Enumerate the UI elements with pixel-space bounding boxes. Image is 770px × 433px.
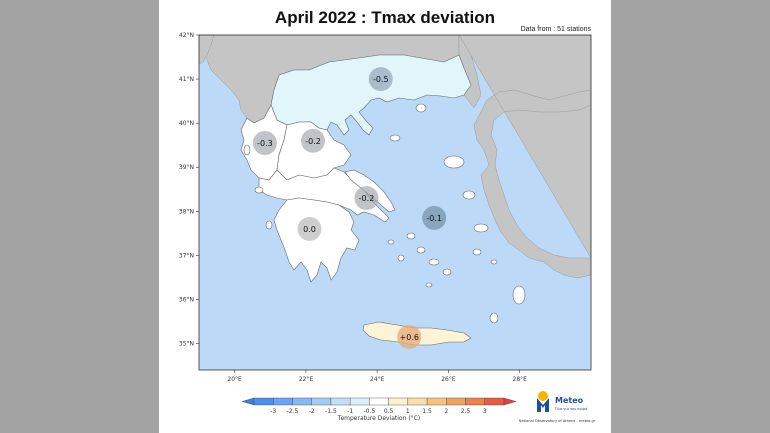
colorbar-swatch (426, 397, 447, 406)
colorbar-swatch (484, 397, 505, 406)
deviation-value: +0.6 (400, 333, 419, 342)
colorbar-swatch (465, 397, 485, 406)
colorbar-swatch (349, 397, 370, 406)
lon-tick-label: 26°E (441, 376, 456, 383)
logo-m-icon (537, 398, 549, 412)
colorbar: -3 -2.5 -2 -1.5 -1 -0.5 0.5 1 1.5 2 2.5 3 (241, 397, 517, 415)
lat-tick-label: 35°N (179, 341, 194, 348)
meteo-logo: Meteo Όλα για τον καιρό National Observa… (519, 391, 596, 423)
colorbar-tick-label: -0.5 (364, 408, 376, 415)
colorbar-tick-label: -1 (347, 408, 353, 415)
deviation-bubble (397, 324, 422, 349)
colorbar-swatch (388, 397, 409, 406)
colorbar-high-arrow (503, 397, 517, 406)
deviation-value: -0.1 (426, 214, 442, 223)
lon-tick-label: 22°E (299, 376, 314, 383)
colorbar-tick-label: -2.5 (287, 408, 299, 415)
colorbar-tick-label: 3 (483, 408, 487, 415)
colorbar-tick-label: -1.5 (325, 408, 337, 415)
colorbar-swatch (273, 397, 293, 406)
map-title: April 2022 : Tmax deviation (274, 8, 496, 27)
deviation-bubbles: -0.5 -0.3 -0.2 -0.2 -0.1 0.0 +0.6 (252, 67, 447, 349)
lat-tick-label: 38°N (179, 208, 194, 215)
colorbar-swatch (311, 397, 332, 406)
deviation-bubble (297, 216, 322, 241)
lat-tick-label: 42°N (179, 32, 194, 39)
logo-credit: National Observatory of Athens - meteo.g… (519, 419, 596, 423)
colorbar-tick-label: 2 (444, 408, 448, 415)
lat-tick-label: 41°N (179, 76, 194, 83)
colorbar-swatch (446, 397, 466, 406)
deviation-value: 0.0 (303, 225, 316, 234)
colorbar-tick-label: 2.5 (461, 408, 471, 415)
lon-tick-label: 28°E (513, 376, 528, 383)
colorbar-label: Temperature Deviation (°C) (337, 415, 420, 422)
region-thrace-macedonia (270, 54, 472, 136)
lat-tick-label: 36°N (179, 296, 194, 303)
colorbar-swatch (253, 397, 274, 406)
logo-tagline: Όλα για τον καιρό (554, 407, 587, 411)
lon-tick-label: 20°E (227, 376, 242, 383)
logo-sun-icon (538, 391, 548, 401)
greece-land (240, 54, 526, 346)
region-peloponnese (273, 197, 360, 283)
colorbar-swatch (407, 397, 428, 406)
colorbar-swatch (330, 397, 351, 406)
colorbar-low-arrow (241, 397, 255, 406)
colorbar-tick-label: -3 (270, 408, 276, 415)
deviation-bubble (368, 67, 393, 92)
map-figure: 42°N 41°N 40°N 39°N 38°N 37°N 36°N 35°N 20°E 22°… (179, 32, 596, 423)
deviation-value: -0.3 (257, 139, 273, 148)
colorbar-swatch (369, 397, 389, 406)
colorbar-tick-label: 1 (406, 408, 410, 415)
lat-tick-label: 40°N (179, 120, 194, 127)
deviation-value: -0.2 (359, 194, 375, 203)
station-count-note: Data from : 51 stations (520, 26, 591, 33)
aegean-islands (243, 103, 526, 324)
map-card: April 2022 : Tmax deviation Data from : … (159, 0, 611, 433)
deviation-bubble (301, 128, 326, 153)
deviation-bubble (422, 205, 447, 230)
longitude-ticks: 20°E 22°E 24°E 26°E 28°E (227, 370, 527, 383)
deviation-value: -0.2 (305, 137, 321, 146)
latitude-ticks: 42°N 41°N 40°N 39°N 38°N 37°N 36°N 35°N (179, 32, 199, 348)
deviation-bubble (252, 130, 277, 155)
lon-tick-label: 24°E (370, 376, 385, 383)
colorbar-tick-label: 1.5 (422, 408, 432, 415)
logo-name: Meteo (555, 396, 584, 405)
colorbar-tick-label: -2 (309, 408, 315, 415)
colorbar-swatch (292, 397, 312, 406)
map-frame (198, 34, 592, 371)
deviation-value: -0.5 (373, 75, 389, 84)
colorbar-tick-label: 0.5 (384, 408, 394, 415)
land-turkey (458, 34, 592, 279)
deviation-bubble (354, 186, 379, 211)
lat-tick-label: 39°N (179, 164, 194, 171)
lat-tick-label: 37°N (179, 252, 194, 259)
